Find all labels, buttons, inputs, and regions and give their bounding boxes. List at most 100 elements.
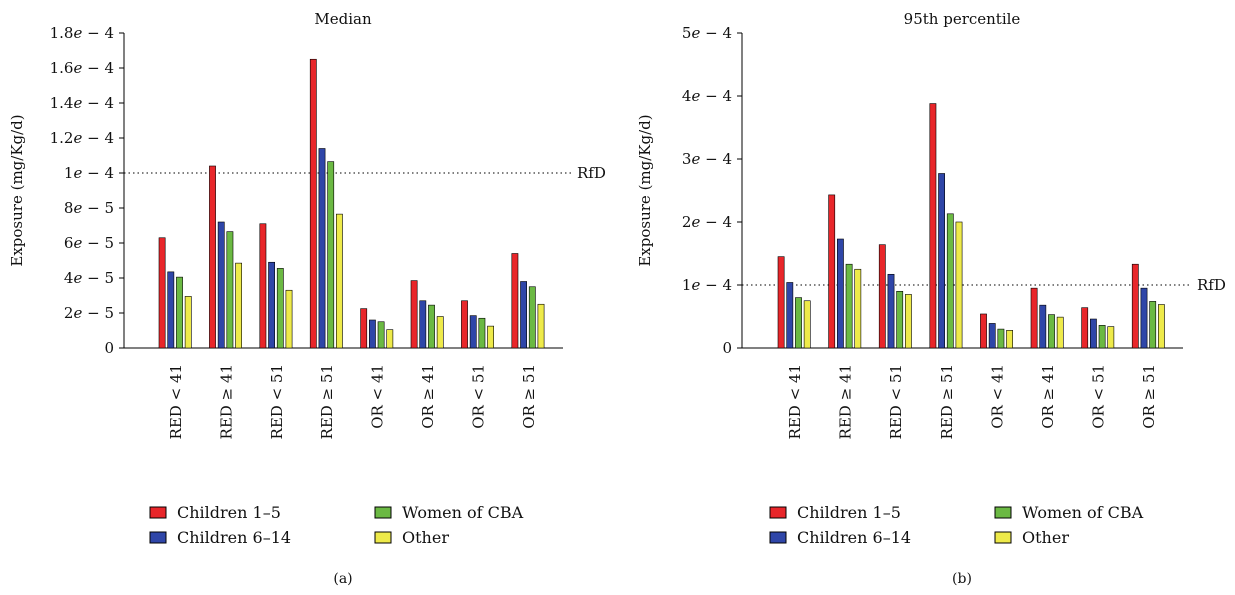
bar-children-6-14 (836, 238, 844, 349)
bar-women-of-cba (226, 231, 234, 349)
rfd-label: RfD (577, 164, 606, 182)
y-tick-label: 1.2e − 4 (50, 129, 114, 147)
y-tick-label: 1.6e − 4 (50, 59, 114, 77)
bar-other (955, 221, 963, 349)
y-tick-label: 6e − 5 (64, 234, 114, 252)
chart-title: Median (314, 10, 372, 28)
x-tick-label: OR ≥ 51 (1140, 364, 1158, 429)
bar-other (335, 213, 343, 349)
bar-women-of-cba (997, 328, 1005, 349)
bar-children-1-5 (360, 308, 368, 349)
x-tick-label: RED < 51 (268, 364, 286, 439)
bar-children-1-5 (828, 194, 836, 349)
y-tick-label: 5e − 4 (682, 24, 732, 42)
bar-children-6-14 (1140, 287, 1148, 349)
bar-women-of-cba (478, 317, 486, 349)
bar-women-of-cba (1098, 325, 1106, 349)
bar-children-1-5 (878, 244, 886, 349)
x-tick-label: OR < 51 (469, 364, 487, 429)
bar-children-6-14 (887, 273, 895, 349)
bar-children-6-14 (419, 300, 427, 349)
bar-women-of-cba (276, 268, 284, 349)
bar-children-6-14 (318, 148, 326, 349)
bar-children-1-5 (259, 223, 267, 349)
bar-other (904, 294, 912, 349)
x-tick-label: OR < 41 (988, 364, 1006, 429)
bar-women-of-cba (1149, 301, 1157, 349)
bar-other (436, 316, 444, 349)
legend-swatch (769, 531, 787, 544)
bar-other (1056, 316, 1064, 349)
legend-label: Children 6–14 (177, 528, 291, 547)
legend-swatch (994, 531, 1012, 544)
x-tick-label: RED ≥ 41 (217, 364, 235, 439)
bar-children-1-5 (158, 237, 166, 349)
bar-children-6-14 (938, 173, 945, 349)
y-tick-label: 8e − 5 (64, 199, 114, 217)
y-tick-label: 2e − 5 (64, 304, 114, 322)
bar-children-6-14 (1090, 318, 1097, 349)
chart-panel-b: 0 1e − 4 2e − 4 3e − 4 4e − 4 5e − 4 95th perc… (636, 10, 1226, 587)
y-tick-label: 3e − 4 (682, 150, 732, 168)
bar-other (386, 329, 394, 349)
bar-women-of-cba (795, 297, 802, 349)
y-tick-label: 0 (104, 339, 114, 357)
x-tick-label: RED < 51 (887, 364, 905, 439)
legend-label: Children 1–5 (177, 503, 281, 522)
bar-children-6-14 (520, 281, 527, 349)
legend-swatch (374, 506, 392, 519)
bar-children-6-14 (217, 221, 225, 349)
bar-other (854, 268, 862, 349)
y-tick-label: 1.4e − 4 (50, 94, 114, 112)
bar-children-6-14 (268, 261, 275, 349)
bar-children-6-14 (469, 315, 477, 349)
bar-other (487, 325, 494, 349)
bar-children-1-5 (1030, 287, 1038, 349)
legend-swatch (149, 506, 167, 519)
bar-children-1-5 (461, 300, 468, 349)
legend: Children 1–5 Children 6–14 Women of CBA Oth… (149, 503, 524, 547)
chart-panel-a: 0 2e − 5 4e − 5 6e − 5 8e − 5 1e − 4 1.2e − 4 1… (8, 10, 606, 587)
legend-label: Children 1–5 (797, 503, 901, 522)
legend-swatch (994, 506, 1012, 519)
panel-label: (a) (333, 571, 352, 587)
x-tick-label: RED < 41 (167, 364, 185, 439)
bar-children-6-14 (988, 323, 996, 349)
bar-children-1-5 (1081, 307, 1089, 349)
bar-other (184, 296, 192, 349)
y-tick-label: 1e − 4 (682, 276, 732, 294)
y-axis-label: Exposure (mg/Kg/d) (636, 114, 654, 266)
legend-swatch (769, 506, 787, 519)
y-axis-label: Exposure (mg/Kg/d) (8, 114, 26, 266)
bar-children-1-5 (309, 58, 317, 349)
bar-women-of-cba (528, 286, 536, 349)
bar-other (1158, 304, 1165, 349)
y-tick-label: 1e − 4 (64, 164, 114, 182)
legend-label: Other (1022, 528, 1069, 547)
legend-label: Women of CBA (1022, 503, 1144, 522)
x-tick-label: RED ≥ 51 (318, 364, 336, 439)
legend-swatch (374, 531, 392, 544)
bar-children-1-5 (929, 103, 937, 349)
bar-children-1-5 (511, 253, 519, 349)
x-tick-label: OR < 41 (369, 364, 387, 429)
panel-label: (b) (952, 571, 972, 587)
x-tick-label: OR ≥ 41 (419, 364, 437, 429)
y-tick-label: 1.8e − 4 (50, 24, 114, 42)
bar-children-6-14 (786, 282, 794, 349)
x-tick-label: RED ≥ 51 (938, 364, 956, 439)
legend-label: Other (402, 528, 449, 547)
bar-women-of-cba (896, 290, 904, 349)
bar-women-of-cba (1048, 314, 1055, 349)
y-tick-label: 0 (722, 339, 732, 357)
bar-women-of-cba (845, 263, 853, 349)
legend-label: Children 6–14 (797, 528, 911, 547)
bar-other (1107, 326, 1115, 349)
bar-children-1-5 (777, 256, 785, 349)
bar-women-of-cba (327, 161, 335, 349)
bar-other (285, 289, 293, 349)
bar-children-1-5 (980, 313, 987, 349)
legend: Children 1–5 Children 6–14 Women of CBA Oth… (769, 503, 1144, 547)
bar-children-6-14 (167, 271, 175, 349)
